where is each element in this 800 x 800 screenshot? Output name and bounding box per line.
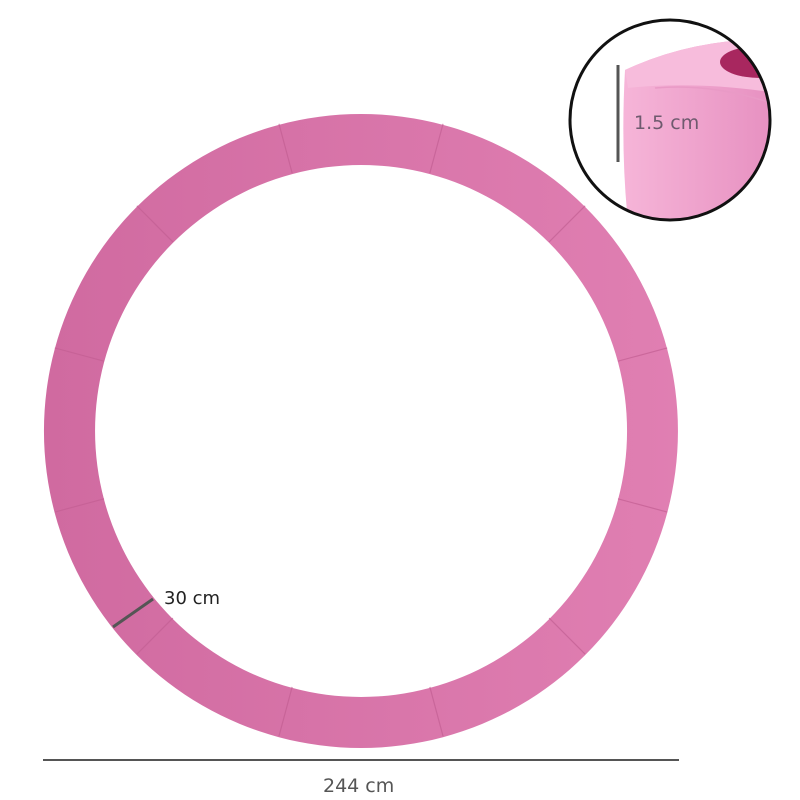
segment-seam	[136, 205, 174, 243]
width-dimension-line	[112, 597, 154, 629]
segment-seam	[429, 123, 444, 174]
width-label: 30 cm	[164, 588, 221, 609]
segment-seam	[278, 686, 293, 737]
diameter-label: 244 cm	[323, 775, 395, 797]
segment-seams	[54, 123, 668, 737]
segment-seam	[617, 347, 668, 362]
inset-border	[568, 18, 772, 222]
padding-ring	[43, 114, 678, 749]
segment-seam	[548, 205, 586, 243]
segment-seam	[617, 498, 668, 513]
segment-seam	[429, 686, 444, 737]
thickness-label: 1.5 cm	[634, 112, 700, 134]
segment-seam	[54, 347, 105, 362]
segment-seam	[54, 498, 105, 513]
segment-seam	[136, 617, 174, 655]
segment-seam	[548, 617, 586, 655]
segment-seam	[278, 123, 293, 174]
